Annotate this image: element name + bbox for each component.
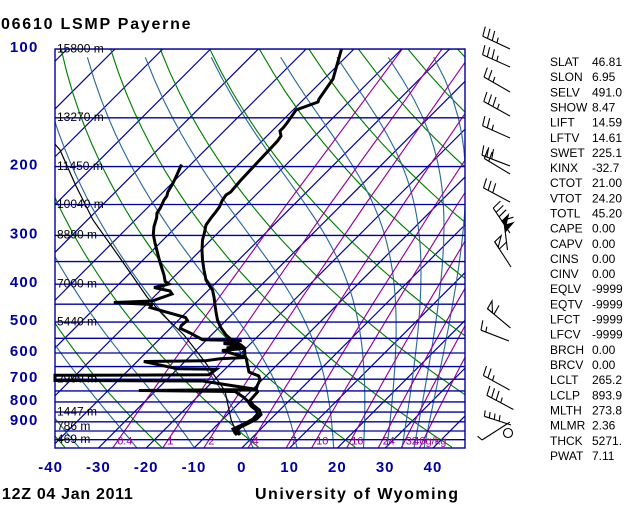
svg-text:0.4: 0.4 (117, 436, 132, 448)
svg-text:8890 m: 8890 m (57, 228, 97, 242)
svg-text:CTOT: CTOT (550, 176, 583, 190)
svg-text:12Z 04 Jan 2011: 12Z 04 Jan 2011 (2, 486, 133, 503)
svg-text:MLMR: MLMR (550, 419, 586, 433)
svg-text:CINS: CINS (550, 252, 579, 266)
svg-text:300: 300 (10, 225, 39, 242)
svg-text:University of Wyoming: University of Wyoming (255, 486, 460, 503)
svg-text:265.2: 265.2 (592, 373, 622, 387)
svg-text:2: 2 (208, 436, 214, 448)
svg-text:14.59: 14.59 (592, 116, 622, 130)
svg-text:PWAT: PWAT (550, 449, 584, 463)
svg-text:24.20: 24.20 (592, 191, 622, 205)
svg-text:THCK: THCK (550, 434, 583, 448)
svg-text:0.00: 0.00 (592, 222, 616, 236)
svg-text:BRCV: BRCV (550, 358, 583, 372)
svg-text:45.20: 45.20 (592, 207, 622, 221)
svg-text:EQTV: EQTV (550, 297, 583, 311)
svg-text:-40: -40 (38, 459, 63, 476)
svg-text:10: 10 (280, 459, 299, 476)
svg-text:40g/kg: 40g/kg (413, 436, 446, 448)
svg-text:0.00: 0.00 (592, 343, 616, 357)
svg-text:CAPE: CAPE (550, 222, 583, 236)
svg-text:14.61: 14.61 (592, 131, 622, 145)
svg-text:KINX: KINX (550, 161, 578, 175)
svg-text:900: 900 (10, 412, 39, 429)
svg-text:0.00: 0.00 (592, 358, 616, 372)
svg-text:8.47: 8.47 (592, 101, 616, 115)
svg-text:15800 m: 15800 m (57, 41, 104, 55)
svg-text:400: 400 (10, 274, 39, 291)
svg-text:5271.: 5271. (592, 434, 622, 448)
svg-text:EQLV: EQLV (550, 282, 581, 296)
svg-text:-9999: -9999 (592, 297, 623, 311)
svg-text:-32.7: -32.7 (592, 161, 620, 175)
svg-text:CINV: CINV (550, 267, 579, 281)
svg-text:491.0: 491.0 (592, 85, 622, 99)
svg-text:SWET: SWET (550, 146, 585, 160)
svg-text:MLTH: MLTH (550, 403, 582, 417)
svg-text:LFTV: LFTV (550, 131, 579, 145)
svg-text:1: 1 (167, 436, 173, 448)
svg-text:0.00: 0.00 (592, 237, 616, 251)
svg-text:469 m: 469 m (57, 432, 90, 446)
svg-text:16: 16 (351, 436, 363, 448)
svg-text:10040 m: 10040 m (57, 197, 104, 211)
svg-text:4: 4 (253, 436, 259, 448)
svg-text:500: 500 (10, 312, 39, 329)
svg-text:100: 100 (10, 39, 39, 56)
svg-text:BRCH: BRCH (550, 343, 584, 357)
svg-text:LIFT: LIFT (550, 116, 575, 130)
svg-text:SLON: SLON (550, 70, 583, 84)
svg-text:21.00: 21.00 (592, 176, 622, 190)
svg-text:-9999: -9999 (592, 313, 623, 327)
svg-text:06610 LSMP Payerne: 06610 LSMP Payerne (1, 16, 192, 33)
svg-text:7.11: 7.11 (592, 449, 615, 463)
svg-text:11450 m: 11450 m (57, 159, 103, 173)
svg-text:200: 200 (10, 157, 39, 174)
svg-text:SLAT: SLAT (550, 55, 580, 69)
svg-text:600: 600 (10, 343, 39, 360)
svg-text:893.9: 893.9 (592, 388, 622, 402)
svg-text:46.81: 46.81 (592, 55, 622, 69)
svg-text:7: 7 (291, 436, 297, 448)
svg-text:700: 700 (10, 369, 39, 386)
svg-text:7000 m: 7000 m (57, 277, 97, 291)
svg-text:0: 0 (237, 459, 246, 476)
svg-text:1447 m: 1447 m (57, 404, 97, 418)
svg-text:2990 m: 2990 m (57, 372, 97, 386)
svg-text:2.36: 2.36 (592, 419, 616, 433)
svg-text:273.8: 273.8 (592, 403, 622, 417)
svg-text:LFCT: LFCT (550, 313, 581, 327)
svg-text:225.1: 225.1 (592, 146, 622, 160)
svg-text:20: 20 (328, 459, 347, 476)
svg-text:LCLP: LCLP (550, 388, 580, 402)
svg-text:TOTL: TOTL (550, 207, 581, 221)
svg-text:30: 30 (376, 459, 395, 476)
svg-text:0.00: 0.00 (592, 267, 616, 281)
svg-text:800: 800 (10, 392, 39, 409)
svg-text:786 m: 786 m (57, 419, 90, 433)
svg-text:-9999: -9999 (592, 282, 623, 296)
svg-text:-20: -20 (134, 459, 159, 476)
svg-text:10: 10 (316, 436, 328, 448)
svg-text:LCLT: LCLT (550, 373, 579, 387)
svg-text:32: 32 (406, 436, 418, 448)
svg-text:-9999: -9999 (592, 328, 623, 342)
svg-text:6.95: 6.95 (592, 70, 616, 84)
svg-text:40: 40 (424, 459, 443, 476)
svg-text:SHOW: SHOW (550, 101, 588, 115)
svg-text:CAPV: CAPV (550, 237, 583, 251)
svg-text:-30: -30 (86, 459, 111, 476)
svg-text:24: 24 (383, 436, 395, 448)
svg-text:LFCV: LFCV (550, 328, 581, 342)
svg-text:5440 m: 5440 m (57, 314, 97, 328)
svg-text:13270 m: 13270 m (57, 110, 104, 124)
svg-text:-10: -10 (182, 459, 207, 476)
svg-text:SELV: SELV (550, 85, 580, 99)
svg-text:VTOT: VTOT (550, 191, 582, 205)
svg-text:0.00: 0.00 (592, 252, 616, 266)
